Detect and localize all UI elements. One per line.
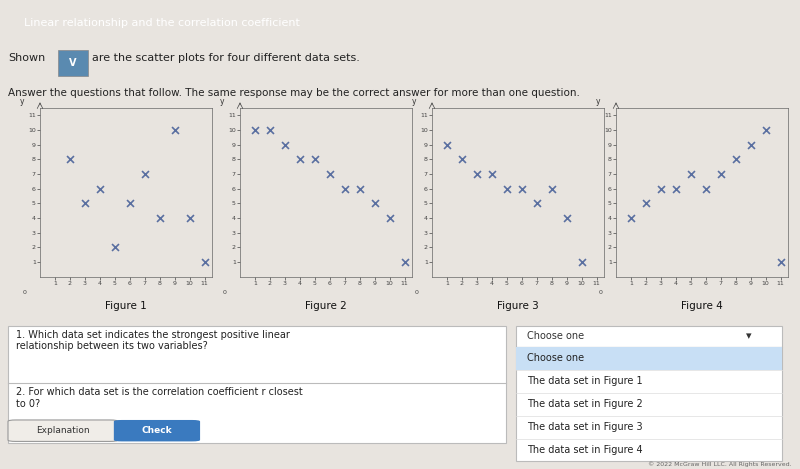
Point	[63, 156, 76, 163]
Point	[744, 141, 757, 148]
Point	[294, 156, 306, 163]
Text: Figure 2: Figure 2	[305, 301, 347, 311]
Text: Check: Check	[142, 426, 172, 435]
Point	[154, 214, 166, 222]
Point	[560, 214, 573, 222]
Text: 0: 0	[598, 290, 602, 295]
Point	[198, 258, 211, 266]
Text: ▾: ▾	[746, 331, 751, 341]
Text: 0: 0	[22, 290, 26, 295]
Text: Answer the questions that follow. The same response may be the correct answer fo: Answer the questions that follow. The sa…	[8, 88, 580, 98]
Text: The data set in Figure 2: The data set in Figure 2	[527, 399, 643, 409]
Point	[108, 243, 121, 251]
FancyBboxPatch shape	[58, 50, 88, 76]
Point	[168, 126, 181, 134]
Text: y: y	[19, 97, 24, 106]
Point	[699, 185, 712, 192]
Point	[575, 258, 588, 266]
Text: 0: 0	[414, 290, 418, 295]
Point	[625, 214, 638, 222]
Text: Linear relationship and the correlation coefficient: Linear relationship and the correlation …	[24, 18, 300, 28]
Point	[249, 126, 262, 134]
FancyBboxPatch shape	[516, 325, 782, 347]
Text: Figure 1: Figure 1	[105, 301, 147, 311]
FancyBboxPatch shape	[8, 325, 506, 443]
Point	[323, 170, 336, 178]
FancyBboxPatch shape	[114, 420, 200, 441]
Text: y: y	[219, 97, 224, 106]
Point	[455, 156, 468, 163]
Point	[183, 214, 196, 222]
Text: 2. For which data set is the correlation coefficient r closest
to 0?: 2. For which data set is the correlation…	[16, 387, 302, 408]
Text: y: y	[595, 97, 600, 106]
FancyBboxPatch shape	[516, 347, 782, 461]
Point	[759, 126, 772, 134]
Text: The data set in Figure 3: The data set in Figure 3	[527, 422, 643, 432]
Point	[500, 185, 513, 192]
Point	[338, 185, 351, 192]
Point	[470, 170, 483, 178]
Point	[654, 185, 667, 192]
Point	[123, 199, 136, 207]
Point	[94, 185, 106, 192]
Text: V: V	[69, 58, 77, 68]
Point	[486, 170, 498, 178]
Point	[670, 185, 682, 192]
Point	[639, 199, 652, 207]
Text: 0: 0	[222, 290, 226, 295]
Point	[730, 156, 742, 163]
FancyBboxPatch shape	[8, 420, 118, 441]
Point	[441, 141, 454, 148]
Point	[546, 185, 558, 192]
Point	[398, 258, 411, 266]
Point	[530, 199, 543, 207]
Point	[78, 199, 91, 207]
Text: 1. Which data set indicates the strongest positive linear
relationship between i: 1. Which data set indicates the stronges…	[16, 330, 290, 351]
Text: Shown: Shown	[8, 53, 46, 63]
Point	[354, 185, 366, 192]
Point	[774, 258, 787, 266]
Point	[714, 170, 727, 178]
Text: are the scatter plots for four different data sets.: are the scatter plots for four different…	[92, 53, 360, 63]
Point	[263, 126, 276, 134]
Point	[308, 156, 321, 163]
Text: © 2022 McGraw Hill LLC. All Rights Reserved.: © 2022 McGraw Hill LLC. All Rights Reser…	[648, 461, 792, 467]
Text: Figure 4: Figure 4	[681, 301, 723, 311]
Point	[684, 170, 697, 178]
Point	[278, 141, 291, 148]
FancyBboxPatch shape	[516, 347, 782, 370]
Point	[515, 185, 528, 192]
Text: Figure 3: Figure 3	[497, 301, 539, 311]
Text: The data set in Figure 4: The data set in Figure 4	[527, 445, 643, 455]
Text: The data set in Figure 1: The data set in Figure 1	[527, 376, 643, 386]
Text: Choose one: Choose one	[527, 331, 584, 341]
Text: Choose one: Choose one	[527, 354, 584, 363]
Text: y: y	[411, 97, 416, 106]
Point	[138, 170, 151, 178]
Text: Explanation: Explanation	[36, 426, 90, 435]
Point	[383, 214, 396, 222]
Point	[368, 199, 381, 207]
